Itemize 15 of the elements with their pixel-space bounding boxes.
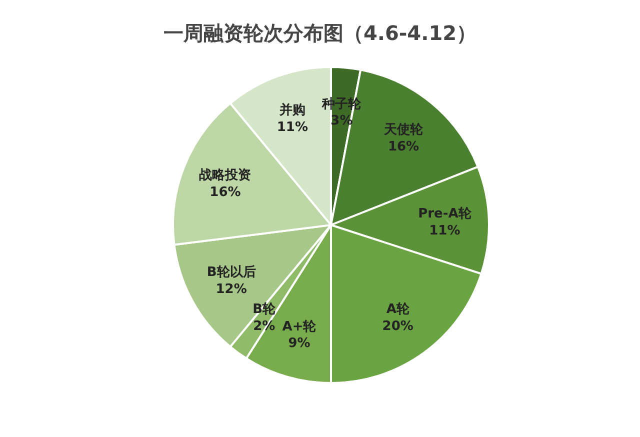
slice-label: B轮以后 <box>206 264 256 280</box>
data-label: 11% <box>429 223 460 238</box>
data-label: 16% <box>388 139 420 154</box>
slice-label: 战略投资 <box>199 168 252 184</box>
data-label: 11% <box>276 120 308 135</box>
data-label: 20% <box>382 319 414 334</box>
slice-label: 并购 <box>278 102 306 118</box>
slice-label: Pre-A轮 <box>418 206 472 222</box>
slice-label: 天使轮 <box>383 122 424 138</box>
chart-title: 一周融资轮次分布图（4.6-4.12） <box>162 20 478 47</box>
data-label: 9% <box>288 336 310 352</box>
data-label: 12% <box>216 282 247 297</box>
slice-label: A+轮 <box>282 319 318 334</box>
data-label: 16% <box>210 185 241 200</box>
slice-label: A轮 <box>386 302 410 318</box>
